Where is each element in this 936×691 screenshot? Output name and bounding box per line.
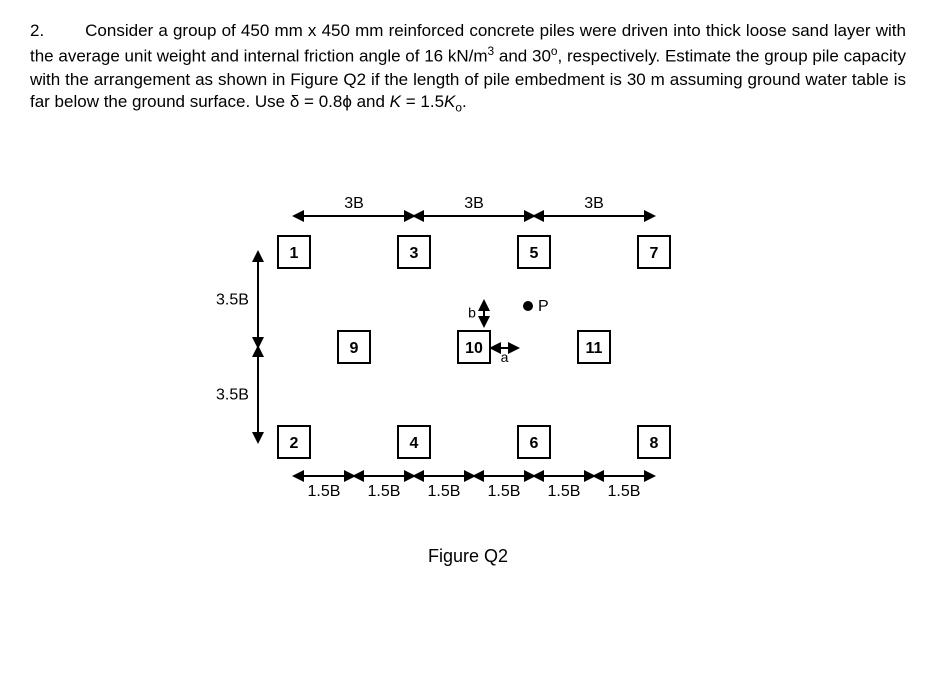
svg-text:10: 10 [465, 340, 483, 357]
svg-text:3B: 3B [344, 195, 364, 212]
svg-text:P: P [538, 298, 549, 315]
sup2: o [551, 44, 558, 58]
svg-text:1.5B: 1.5B [608, 483, 641, 500]
svg-text:3B: 3B [464, 195, 484, 212]
svg-text:3: 3 [410, 245, 419, 262]
figure-caption: Figure Q2 [30, 546, 906, 567]
text-p2: and 30 [494, 47, 551, 66]
svg-text:9: 9 [350, 340, 359, 357]
text-p5: . [462, 92, 467, 111]
svg-text:3B: 3B [584, 195, 604, 212]
figure-wrap: 3B 3B 3B 3.5B 3.5B 1.5B 1.5B 1.5B 1.5B 1.5B 1.5B b a… [30, 176, 906, 567]
svg-text:5: 5 [530, 245, 539, 262]
svg-text:1: 1 [290, 245, 299, 262]
problem-number: 2. [30, 20, 80, 43]
italic-K2: K [444, 92, 455, 111]
text-p4: = 1.5 [401, 92, 444, 111]
svg-text:b: b [468, 304, 476, 320]
figure-diagram: 3B 3B 3B 3.5B 3.5B 1.5B 1.5B 1.5B 1.5B 1.5B 1.5B b a… [198, 176, 738, 516]
italic-K: K [390, 92, 401, 111]
svg-text:3.5B: 3.5B [216, 386, 249, 403]
svg-text:1.5B: 1.5B [488, 483, 521, 500]
svg-text:4: 4 [410, 435, 419, 452]
problem-text: 2. Consider a group of 450 mm x 450 mm r… [30, 20, 906, 116]
svg-text:6: 6 [530, 435, 539, 452]
svg-text:8: 8 [650, 435, 659, 452]
svg-text:11: 11 [586, 340, 603, 357]
svg-text:1.5B: 1.5B [308, 483, 341, 500]
svg-text:7: 7 [650, 245, 659, 262]
svg-text:2: 2 [290, 435, 299, 452]
sub-o: o [455, 101, 462, 115]
svg-text:1.5B: 1.5B [548, 483, 581, 500]
svg-text:a: a [501, 349, 509, 365]
svg-text:1.5B: 1.5B [368, 483, 401, 500]
svg-text:3.5B: 3.5B [216, 291, 249, 308]
svg-text:1.5B: 1.5B [428, 483, 461, 500]
